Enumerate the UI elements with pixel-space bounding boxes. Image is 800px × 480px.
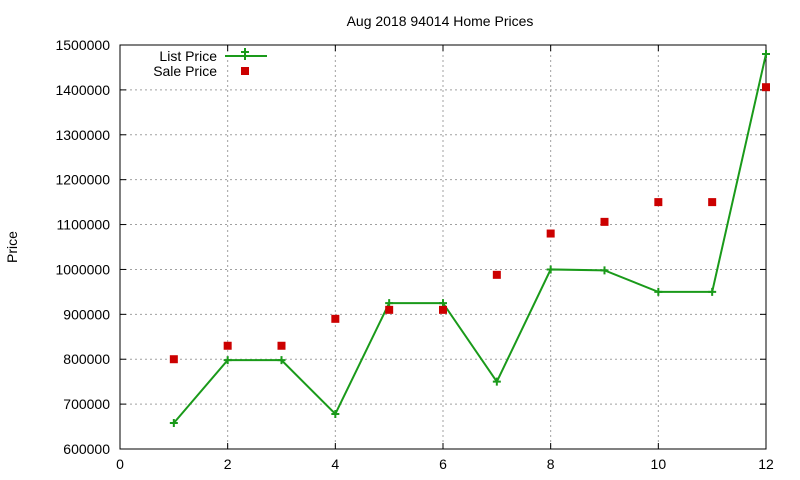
- data-point-list-price: [331, 409, 340, 418]
- legend: List Price Sale Price: [153, 48, 267, 79]
- data-point-sale-price: [169, 355, 178, 364]
- legend-label-list-price: List Price: [159, 48, 217, 64]
- data-point-sale-price: [439, 305, 447, 314]
- series-line-list-price: [173, 53, 767, 424]
- data-point-list-price: [223, 356, 232, 365]
- data-point-sale-price: [492, 270, 501, 279]
- y-tick-label: 900000: [63, 306, 110, 322]
- data-point-sale-price: [654, 198, 663, 207]
- series-sale-price: [169, 83, 770, 364]
- legend-marker-sale-price: [241, 67, 249, 75]
- x-tick-label: 12: [758, 456, 774, 472]
- y-tick-label: 1500000: [55, 37, 110, 53]
- y-tick-label: 1300000: [55, 127, 110, 143]
- data-point-sale-price: [708, 198, 717, 207]
- y-tick-label: 1100000: [57, 217, 111, 233]
- y-tick-label: 1000000: [55, 261, 110, 277]
- data-point-list-price: [169, 418, 178, 427]
- chart-title: Aug 2018 94014 Home Prices: [347, 13, 534, 29]
- legend-marker-list-price: [241, 48, 249, 60]
- data-point-sale-price: [546, 229, 555, 238]
- data-point-list-price: [708, 287, 717, 296]
- data-point-list-price: [600, 266, 609, 275]
- y-tick-label: 700000: [63, 396, 110, 412]
- y-tick-label: 1200000: [55, 172, 110, 188]
- series-list-price: [169, 49, 770, 427]
- x-tick-label: 4: [331, 456, 339, 472]
- data-point-list-price: [546, 265, 555, 274]
- x-tick-label: 6: [439, 456, 447, 472]
- y-axis-label: Price: [4, 231, 20, 263]
- y-tick-label: 800000: [63, 351, 110, 367]
- data-point-sale-price: [331, 314, 340, 323]
- x-tick-label: 2: [224, 456, 232, 472]
- x-tick-label: 0: [116, 456, 124, 472]
- data-point-list-price: [654, 287, 663, 296]
- legend-label-sale-price: Sale Price: [153, 63, 217, 79]
- grid-lines: [120, 45, 766, 449]
- x-tick-label: 10: [651, 456, 667, 472]
- data-point-sale-price: [223, 341, 232, 350]
- data-point-list-price: [762, 49, 770, 58]
- axis-ticks: 600000 700000 800000 900000 1000000 1100000 12…: [55, 37, 774, 472]
- data-point-sale-price: [277, 341, 286, 350]
- x-tick-label: 8: [547, 456, 555, 472]
- data-point-list-price: [439, 299, 447, 308]
- data-point-sale-price: [385, 305, 394, 314]
- y-tick-label: 1400000: [55, 82, 110, 98]
- data-point-list-price: [277, 356, 286, 365]
- y-tick-label: 600000: [63, 441, 110, 457]
- data-point-list-price: [385, 299, 394, 308]
- series-layer: [169, 49, 770, 427]
- data-point-sale-price: [600, 217, 609, 226]
- data-point-sale-price: [762, 83, 770, 92]
- data-point-list-price: [492, 377, 501, 386]
